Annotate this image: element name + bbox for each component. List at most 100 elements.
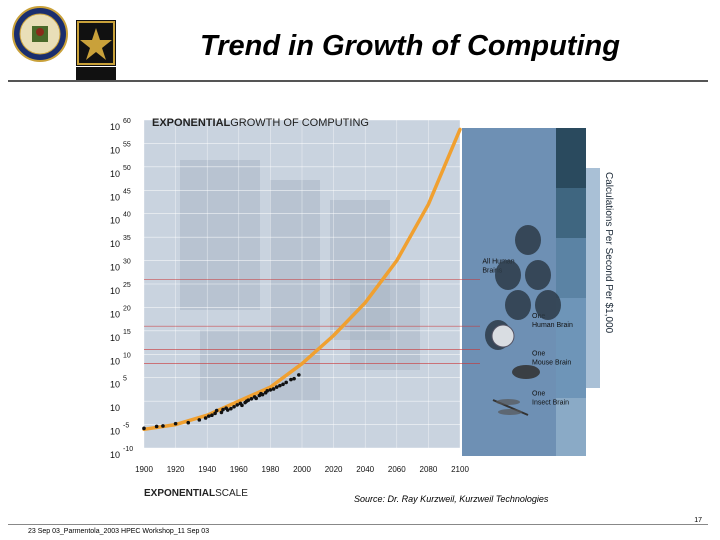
data-point (206, 414, 211, 418)
y-tick-label: 10 (110, 216, 120, 226)
data-point (240, 403, 244, 408)
data-point (274, 385, 279, 389)
data-point (254, 396, 258, 401)
data-point (186, 420, 191, 425)
y-tick-label: 10 (110, 169, 120, 179)
data-point (232, 404, 236, 409)
x-tick-label: 1900 (135, 465, 153, 474)
data-point (213, 411, 217, 416)
data-point (221, 407, 225, 412)
us-army-logo (76, 20, 116, 80)
chart-title: EXPONENTIALGROWTH OF COMPUTING (152, 117, 369, 129)
x-tick-label: 1960 (230, 465, 248, 474)
data-point (210, 413, 214, 418)
right-band (556, 188, 586, 238)
data-point (284, 380, 288, 385)
y-tick-exponent: -5 (123, 423, 129, 430)
annotation-label: All Human (482, 258, 514, 265)
source-caption: Source: Dr. Ray Kurzweil, Kurzweil Techn… (354, 494, 549, 504)
footer-divider (8, 524, 708, 525)
head-icon (535, 290, 561, 320)
slide-title: Trend in Growth of Computing (200, 30, 620, 62)
data-point (289, 377, 293, 382)
y-tick-exponent: 45 (123, 188, 131, 195)
right-band (556, 298, 586, 398)
data-point (268, 388, 273, 392)
annotation-label: Mouse Brain (532, 360, 571, 367)
y-tick-label: 10 (110, 309, 120, 319)
trend-line (142, 127, 462, 432)
y-tick-exponent: 15 (123, 329, 131, 336)
right-band (556, 398, 586, 456)
insect-wing (496, 399, 520, 405)
data-point (265, 389, 270, 393)
growth-chart: EXPONENTIALGROWTH OF COMPUTING 10 60 10 55 10… (108, 100, 628, 500)
right-band-dark (556, 128, 586, 188)
x-tick-label: 2060 (388, 465, 406, 474)
y-tick-exponent: 35 (123, 235, 131, 242)
y-tick-label: 10 (110, 286, 120, 296)
y-tick-label: 10 (110, 263, 120, 273)
annotation-label: Brains (482, 267, 502, 274)
footer-text: 23 Sep 03_Parmentola_2003 HPEC Workshop_… (28, 528, 210, 535)
data-point (173, 421, 178, 426)
data-point (278, 383, 282, 388)
y-tick-exponent: 50 (123, 165, 131, 172)
right-band (556, 238, 586, 298)
data-point (229, 406, 233, 411)
data-point (292, 376, 296, 381)
y-tick-label: 10 (110, 356, 120, 366)
head-icon (505, 290, 531, 320)
y-axis-label: Calculations Per Second Per $1,000 (603, 172, 614, 334)
x-tick-label: 2080 (420, 465, 438, 474)
background-block (180, 160, 260, 310)
data-point (214, 408, 219, 413)
data-point (249, 397, 254, 401)
x-tick-label: 2000 (293, 465, 311, 474)
title-divider (8, 80, 708, 82)
y-tick-exponent: 60 (123, 118, 131, 125)
data-point (297, 373, 301, 377)
annotation-label: Insect Brain (532, 400, 569, 407)
data-point (281, 382, 285, 387)
x-tick-label: 1980 (262, 465, 280, 474)
scale-caption: EXPONENTIALSCALE (144, 488, 248, 499)
y-tick-exponent: 10 (123, 352, 131, 359)
y-tick-exponent: 40 (123, 212, 131, 219)
head-icon (525, 260, 551, 290)
data-point (271, 387, 276, 391)
annotation-label: Human Brain (532, 322, 573, 329)
y-tick-exponent: 30 (123, 259, 131, 266)
brain-icon (491, 324, 515, 348)
y-tick-label: 10 (110, 450, 120, 460)
y-tick-exponent: 20 (123, 305, 131, 312)
y-tick-label: 10 (110, 192, 120, 202)
annotation-label: One (532, 313, 545, 320)
background-block (350, 280, 420, 370)
annotation-label: One (532, 391, 545, 398)
data-point (235, 403, 240, 407)
data-point (154, 424, 159, 429)
y-tick-label: 10 (110, 333, 120, 343)
x-tick-label: 2020 (325, 465, 343, 474)
head-icon (495, 260, 521, 290)
data-point (203, 416, 208, 420)
y-tick-label: 10 (110, 403, 120, 413)
right-edge (586, 168, 600, 388)
data-point (260, 392, 265, 397)
x-tick-label: 1940 (198, 465, 216, 474)
mouse-icon (512, 365, 540, 379)
y-tick-exponent: -10 (123, 446, 133, 453)
data-point (225, 408, 230, 412)
y-tick-label: 10 (110, 122, 120, 132)
y-tick-label: 10 (110, 380, 120, 390)
y-tick-label: 10 (110, 427, 120, 437)
y-tick-exponent: 25 (123, 282, 131, 289)
annotation-label: One (532, 351, 545, 358)
data-point (197, 418, 202, 422)
army-seal-logo (12, 6, 68, 62)
x-tick-label: 1920 (167, 465, 185, 474)
y-tick-label: 10 (110, 145, 120, 155)
head-icon (515, 225, 541, 255)
y-tick-exponent: 55 (123, 141, 131, 148)
